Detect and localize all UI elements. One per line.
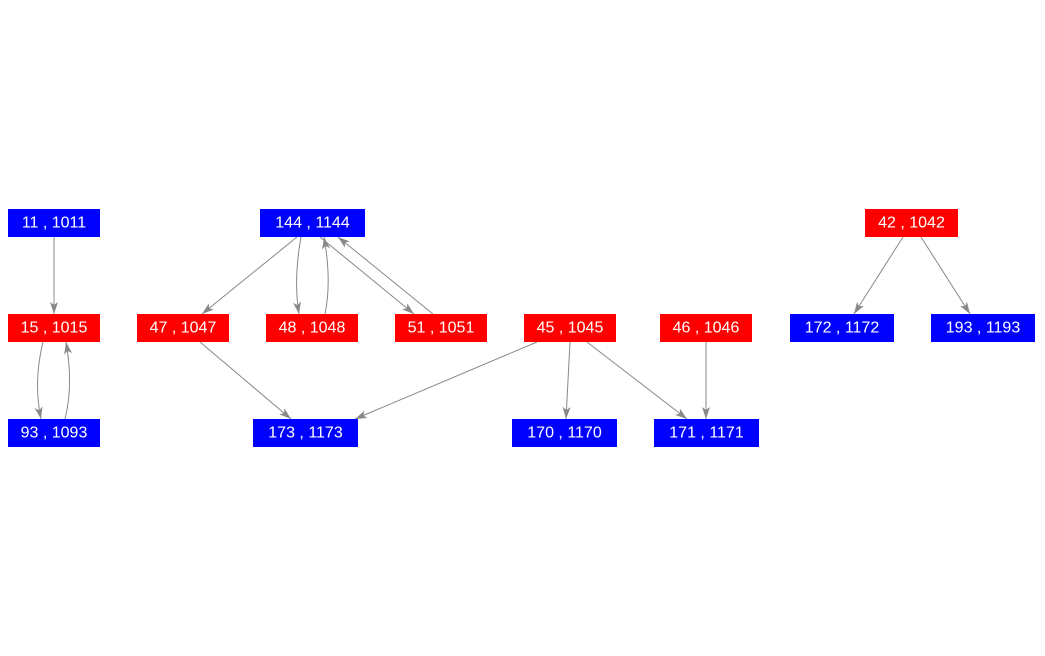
node-label: 42 , 1042 (878, 215, 945, 232)
edge (853, 236, 904, 315)
node: 46 , 1046 (660, 314, 752, 342)
node: 48 , 1048 (266, 314, 358, 342)
edge (34, 341, 44, 420)
node-label: 45 , 1045 (537, 320, 604, 337)
node-label: 47 , 1047 (150, 320, 217, 337)
node-label: 172 , 1172 (805, 320, 880, 337)
node: 93 , 1093 (8, 419, 100, 447)
node: 51 , 1051 (395, 314, 487, 342)
node-label: 11 , 1011 (22, 215, 86, 232)
edge (199, 341, 292, 420)
node-box (260, 209, 365, 237)
node-box (8, 419, 100, 447)
edge (322, 236, 331, 315)
edge (319, 236, 415, 315)
node-box (512, 419, 617, 447)
edges (34, 236, 971, 420)
node-box (865, 209, 958, 237)
nodes: 11 , 1011 144 , 1144 42 , 1042 15 , 1015 47 … (8, 209, 1035, 447)
node-label: 51 , 1051 (408, 320, 475, 337)
edge (920, 236, 971, 315)
node-label: 193 , 1193 (946, 320, 1021, 337)
edge (354, 341, 538, 420)
node: 47 , 1047 (137, 314, 229, 342)
node-box (8, 209, 100, 237)
node-box (395, 314, 487, 342)
node-label: 173 , 1173 (268, 425, 343, 442)
edge (293, 236, 302, 315)
node: 193 , 1193 (931, 314, 1035, 342)
node: 15 , 1015 (8, 314, 100, 342)
node: 144 , 1144 (260, 209, 365, 237)
node: 171 , 1171 (654, 419, 759, 447)
node-box (931, 314, 1035, 342)
node: 45 , 1045 (524, 314, 616, 342)
node: 11 , 1011 (8, 209, 100, 237)
node: 173 , 1173 (253, 419, 358, 447)
node-box (660, 314, 752, 342)
edge (337, 236, 434, 315)
node-box (137, 314, 229, 342)
node-box (8, 314, 100, 342)
node-box (524, 314, 616, 342)
node-label: 144 , 1144 (275, 215, 350, 232)
node-label: 15 , 1015 (21, 320, 88, 337)
node: 172 , 1172 (790, 314, 894, 342)
edge (586, 341, 688, 420)
node-box (790, 314, 894, 342)
node: 170 , 1170 (512, 419, 617, 447)
node-label: 46 , 1046 (673, 320, 740, 337)
node-box (654, 419, 759, 447)
edge (64, 341, 73, 420)
edge (562, 341, 571, 420)
node-box (266, 314, 358, 342)
node-box (253, 419, 358, 447)
node: 42 , 1042 (865, 209, 958, 237)
edge (201, 236, 298, 315)
node-label: 171 , 1171 (669, 425, 744, 442)
node-label: 93 , 1093 (21, 425, 88, 442)
node-label: 170 , 1170 (527, 425, 602, 442)
node-label: 48 , 1048 (279, 320, 346, 337)
